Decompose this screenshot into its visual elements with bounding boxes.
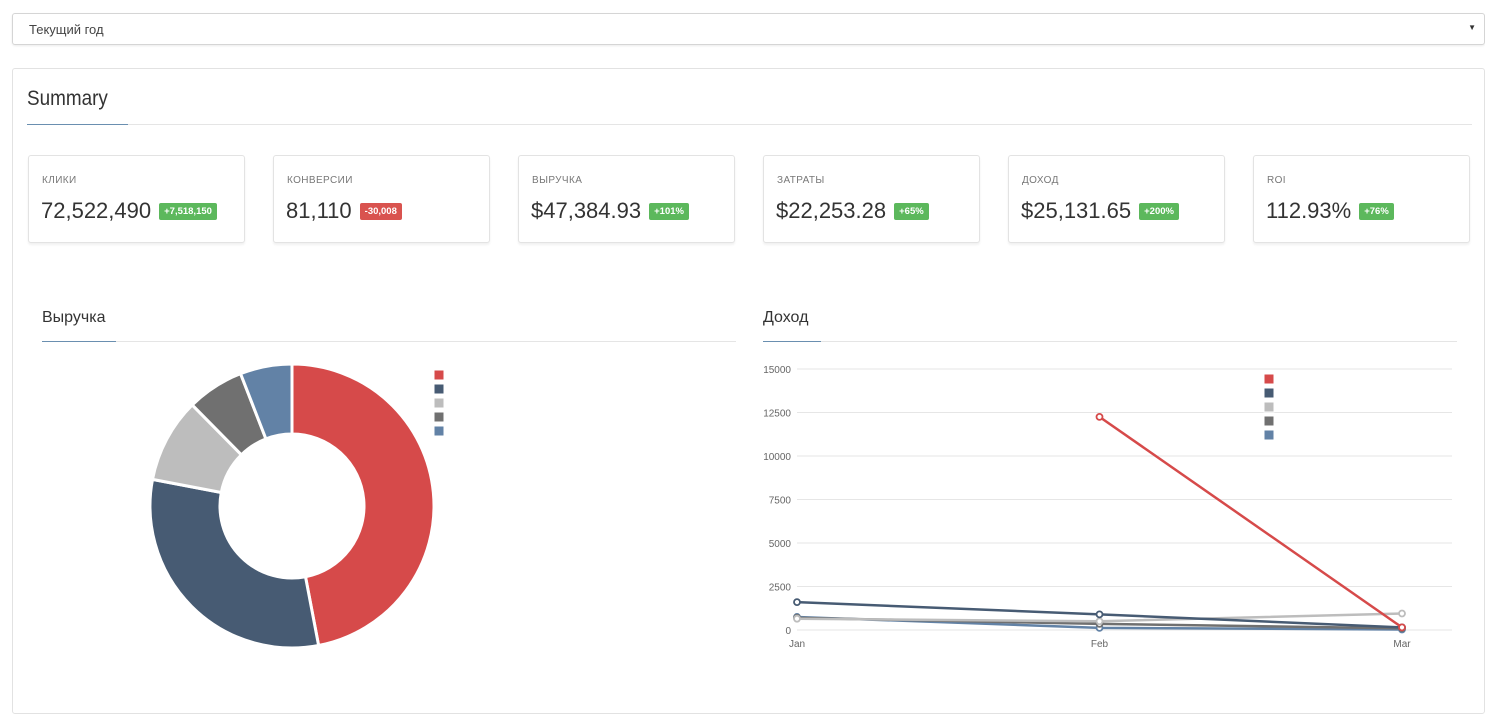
- x-tick-label: Feb: [1091, 639, 1109, 650]
- doughnut-slice: [148, 477, 321, 650]
- kpi-card-roi: ROI 112.93% +76%: [1253, 155, 1470, 243]
- kpi-card-costs: Затраты $22,253.28 +65%: [763, 155, 980, 243]
- kpi-label: Доход: [1022, 175, 1059, 186]
- period-select-value: Текущий год: [29, 22, 104, 37]
- kpi-value: $47,384.93 +101%: [531, 198, 689, 224]
- legend-swatch: [1263, 415, 1275, 427]
- series-line: [1098, 415, 1403, 629]
- revenue-divider: [42, 341, 736, 342]
- kpi-delta-badge: +101%: [649, 203, 689, 220]
- y-tick-label: 7500: [769, 496, 792, 507]
- y-tick-label: 12500: [763, 409, 791, 420]
- summary-title-underline: [27, 124, 128, 125]
- data-point: [1095, 617, 1104, 626]
- income-title-underline: [763, 341, 821, 342]
- kpi-delta-badge: +200%: [1139, 203, 1179, 220]
- revenue-title-underline: [42, 341, 116, 342]
- kpi-delta-badge: +65%: [894, 203, 929, 220]
- period-select[interactable]: Текущий год ▼: [12, 13, 1485, 45]
- data-point: [793, 598, 801, 607]
- kpi-delta-badge: +76%: [1359, 203, 1394, 220]
- data-point: [1095, 610, 1104, 619]
- legend-swatch: [433, 369, 445, 381]
- kpi-label: Конверсии: [287, 175, 353, 186]
- legend-swatch: [433, 411, 445, 423]
- legend-swatch: [433, 397, 445, 409]
- kpi-delta-badge: -30,008: [359, 203, 402, 220]
- kpi-value: $25,131.65 +200%: [1021, 198, 1179, 224]
- legend-swatch: [433, 425, 445, 437]
- data-point: [1095, 412, 1104, 421]
- data-point: [793, 614, 801, 623]
- summary-title: Summary: [27, 87, 108, 110]
- kpi-label: Затраты: [777, 175, 825, 186]
- legend-swatch: [1263, 401, 1275, 413]
- kpi-card-income: Доход $25,131.65 +200%: [1008, 155, 1225, 243]
- y-tick-label: 15000: [763, 365, 791, 376]
- income-divider: [763, 341, 1457, 342]
- legend-swatch: [1263, 373, 1275, 385]
- data-point: [1398, 623, 1406, 632]
- y-tick-label: 2500: [769, 583, 792, 594]
- kpi-value: 81,110 -30,008: [286, 198, 402, 224]
- kpi-label: Клики: [42, 175, 77, 186]
- doughnut-slice: [290, 362, 436, 648]
- kpi-value: 112.93% +76%: [1266, 198, 1394, 224]
- kpi-label: Выручка: [532, 175, 583, 186]
- kpi-card-clicks: Клики 72,522,490 +7,518,150: [28, 155, 245, 243]
- summary-divider: [27, 124, 1472, 125]
- chevron-down-icon: ▼: [1468, 23, 1476, 32]
- kpi-value: 72,522,490 +7,518,150: [41, 198, 217, 224]
- revenue-chart-title: Выручка: [42, 309, 106, 326]
- y-tick-label: 0: [785, 626, 791, 637]
- y-tick-label: 5000: [769, 539, 792, 550]
- doughnut-slice: [238, 362, 294, 441]
- kpi-value: $22,253.28 +65%: [776, 198, 929, 224]
- y-tick-label: 10000: [763, 452, 791, 463]
- legend-swatch: [1263, 387, 1275, 399]
- x-tick-label: Mar: [1393, 639, 1411, 650]
- x-tick-label: Jan: [789, 639, 805, 650]
- kpi-label: ROI: [1267, 175, 1286, 186]
- kpi-delta-badge: +7,518,150: [159, 203, 217, 220]
- legend-swatch: [1263, 429, 1275, 441]
- kpi-card-revenue: Выручка $47,384.93 +101%: [518, 155, 735, 243]
- income-chart-title: Доход: [763, 309, 809, 326]
- data-point: [1398, 609, 1406, 618]
- kpi-card-conversions: Конверсии 81,110 -30,008: [273, 155, 490, 243]
- legend-swatch: [433, 383, 445, 395]
